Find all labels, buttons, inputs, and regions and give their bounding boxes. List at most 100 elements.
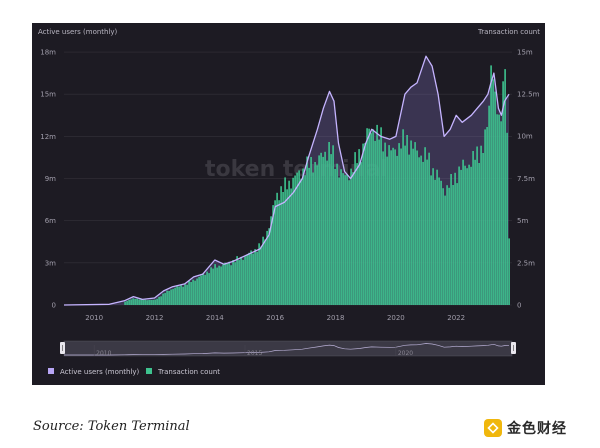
transaction-bar — [192, 279, 194, 305]
right-tick-label: 7.5m — [517, 175, 535, 183]
transaction-bar — [214, 264, 216, 305]
left-tick-label: 3m — [45, 259, 56, 267]
transaction-bar — [134, 298, 136, 305]
transaction-bar — [172, 288, 174, 305]
transaction-bars — [124, 65, 510, 306]
transaction-bar — [482, 153, 484, 305]
x-tick-label: 2018 — [327, 314, 345, 322]
transaction-bar — [146, 300, 148, 305]
transaction-bar — [336, 163, 338, 305]
transaction-bar — [328, 142, 330, 305]
transaction-bar — [348, 180, 350, 305]
transaction-bar — [314, 162, 316, 305]
transaction-bar — [292, 177, 294, 305]
navigator-left-handle[interactable] — [60, 342, 65, 354]
transaction-bar — [362, 143, 364, 305]
transaction-bar — [320, 152, 322, 305]
grid — [64, 51, 512, 306]
transaction-bar — [230, 265, 232, 305]
transaction-bar — [432, 168, 434, 305]
transaction-bar — [448, 187, 450, 305]
transaction-bar — [340, 169, 342, 305]
left-tick-label: 9m — [45, 175, 56, 183]
transaction-bar — [126, 300, 128, 305]
transaction-bar — [468, 164, 470, 305]
legend-item-active-users[interactable]: Active users (monthly) — [48, 368, 140, 376]
transaction-bar — [144, 299, 146, 305]
transaction-bar — [364, 143, 366, 305]
brand-logo-icon — [484, 419, 502, 437]
transaction-bar — [416, 150, 418, 305]
transaction-bar — [462, 159, 464, 305]
transaction-bar — [344, 175, 346, 305]
transaction-bar — [478, 163, 480, 305]
transaction-bar — [300, 178, 302, 305]
transaction-bar — [302, 168, 304, 305]
transaction-bar — [498, 114, 500, 305]
transaction-bar — [408, 154, 410, 305]
transaction-bar — [270, 216, 272, 305]
transaction-bar — [458, 166, 460, 305]
right-tick-label: 2.5m — [517, 259, 535, 267]
transaction-bar — [218, 265, 220, 305]
transaction-bar — [376, 124, 378, 306]
transaction-bar — [224, 262, 226, 305]
legend-label-transaction-count: Transaction count — [157, 368, 220, 376]
transaction-bar — [198, 276, 200, 305]
transaction-bar — [382, 151, 384, 305]
transaction-bar — [434, 179, 436, 305]
transaction-bar — [338, 177, 340, 305]
transaction-bar — [202, 273, 204, 305]
transaction-bar — [296, 172, 298, 305]
transaction-bar — [162, 293, 164, 305]
transaction-bar — [410, 140, 412, 305]
transaction-bar — [306, 156, 308, 305]
legend-item-transaction-count[interactable]: Transaction count — [146, 368, 220, 376]
x-tick-label: 2014 — [206, 314, 224, 322]
transaction-bar — [148, 300, 150, 305]
transaction-bar — [454, 172, 456, 305]
transaction-bar — [334, 169, 336, 305]
transaction-bar — [496, 114, 498, 305]
transaction-bar — [136, 298, 138, 305]
x-tick-label: 2010 — [85, 314, 103, 322]
x-tick-label: 2012 — [146, 314, 164, 322]
transaction-bar — [322, 156, 324, 305]
transaction-bar — [452, 185, 454, 305]
transaction-bar — [234, 262, 236, 305]
transaction-bar — [130, 299, 132, 305]
transaction-bar — [290, 188, 292, 305]
transaction-bar — [158, 296, 160, 305]
transaction-bar — [426, 159, 428, 305]
transaction-bar — [246, 254, 248, 305]
transaction-bar — [242, 259, 244, 305]
transaction-bar — [150, 299, 152, 305]
source-caption: Source: Token Terminal — [33, 419, 190, 434]
navigator-right-handle[interactable] — [511, 342, 516, 354]
transaction-bar — [388, 145, 390, 305]
transaction-bar — [156, 298, 158, 305]
transaction-bar — [428, 152, 430, 305]
transaction-bar — [154, 299, 156, 305]
transaction-bar — [312, 172, 314, 305]
transaction-bar — [474, 159, 476, 305]
left-tick-label: 0 — [52, 302, 56, 310]
transaction-bar — [254, 249, 256, 305]
brand-logo-text: 金色财经 — [507, 421, 567, 437]
transaction-bar — [294, 175, 296, 305]
transaction-bar — [490, 65, 492, 306]
right-tick-label: 10m — [517, 133, 533, 141]
transaction-bar — [308, 167, 310, 305]
range-navigator[interactable]: 2010 2015 2020 — [60, 340, 516, 357]
transaction-bar — [486, 127, 488, 305]
transaction-bar — [504, 69, 506, 305]
transaction-bar — [260, 246, 262, 305]
transaction-bar — [256, 251, 258, 305]
transaction-bar — [238, 260, 240, 305]
transaction-bar — [236, 256, 238, 305]
transaction-bar — [346, 174, 348, 305]
transaction-bar — [470, 166, 472, 305]
transaction-bar — [464, 165, 466, 305]
navigator-tick-label: 2020 — [398, 350, 413, 357]
right-tick-label: 0 — [517, 302, 521, 310]
